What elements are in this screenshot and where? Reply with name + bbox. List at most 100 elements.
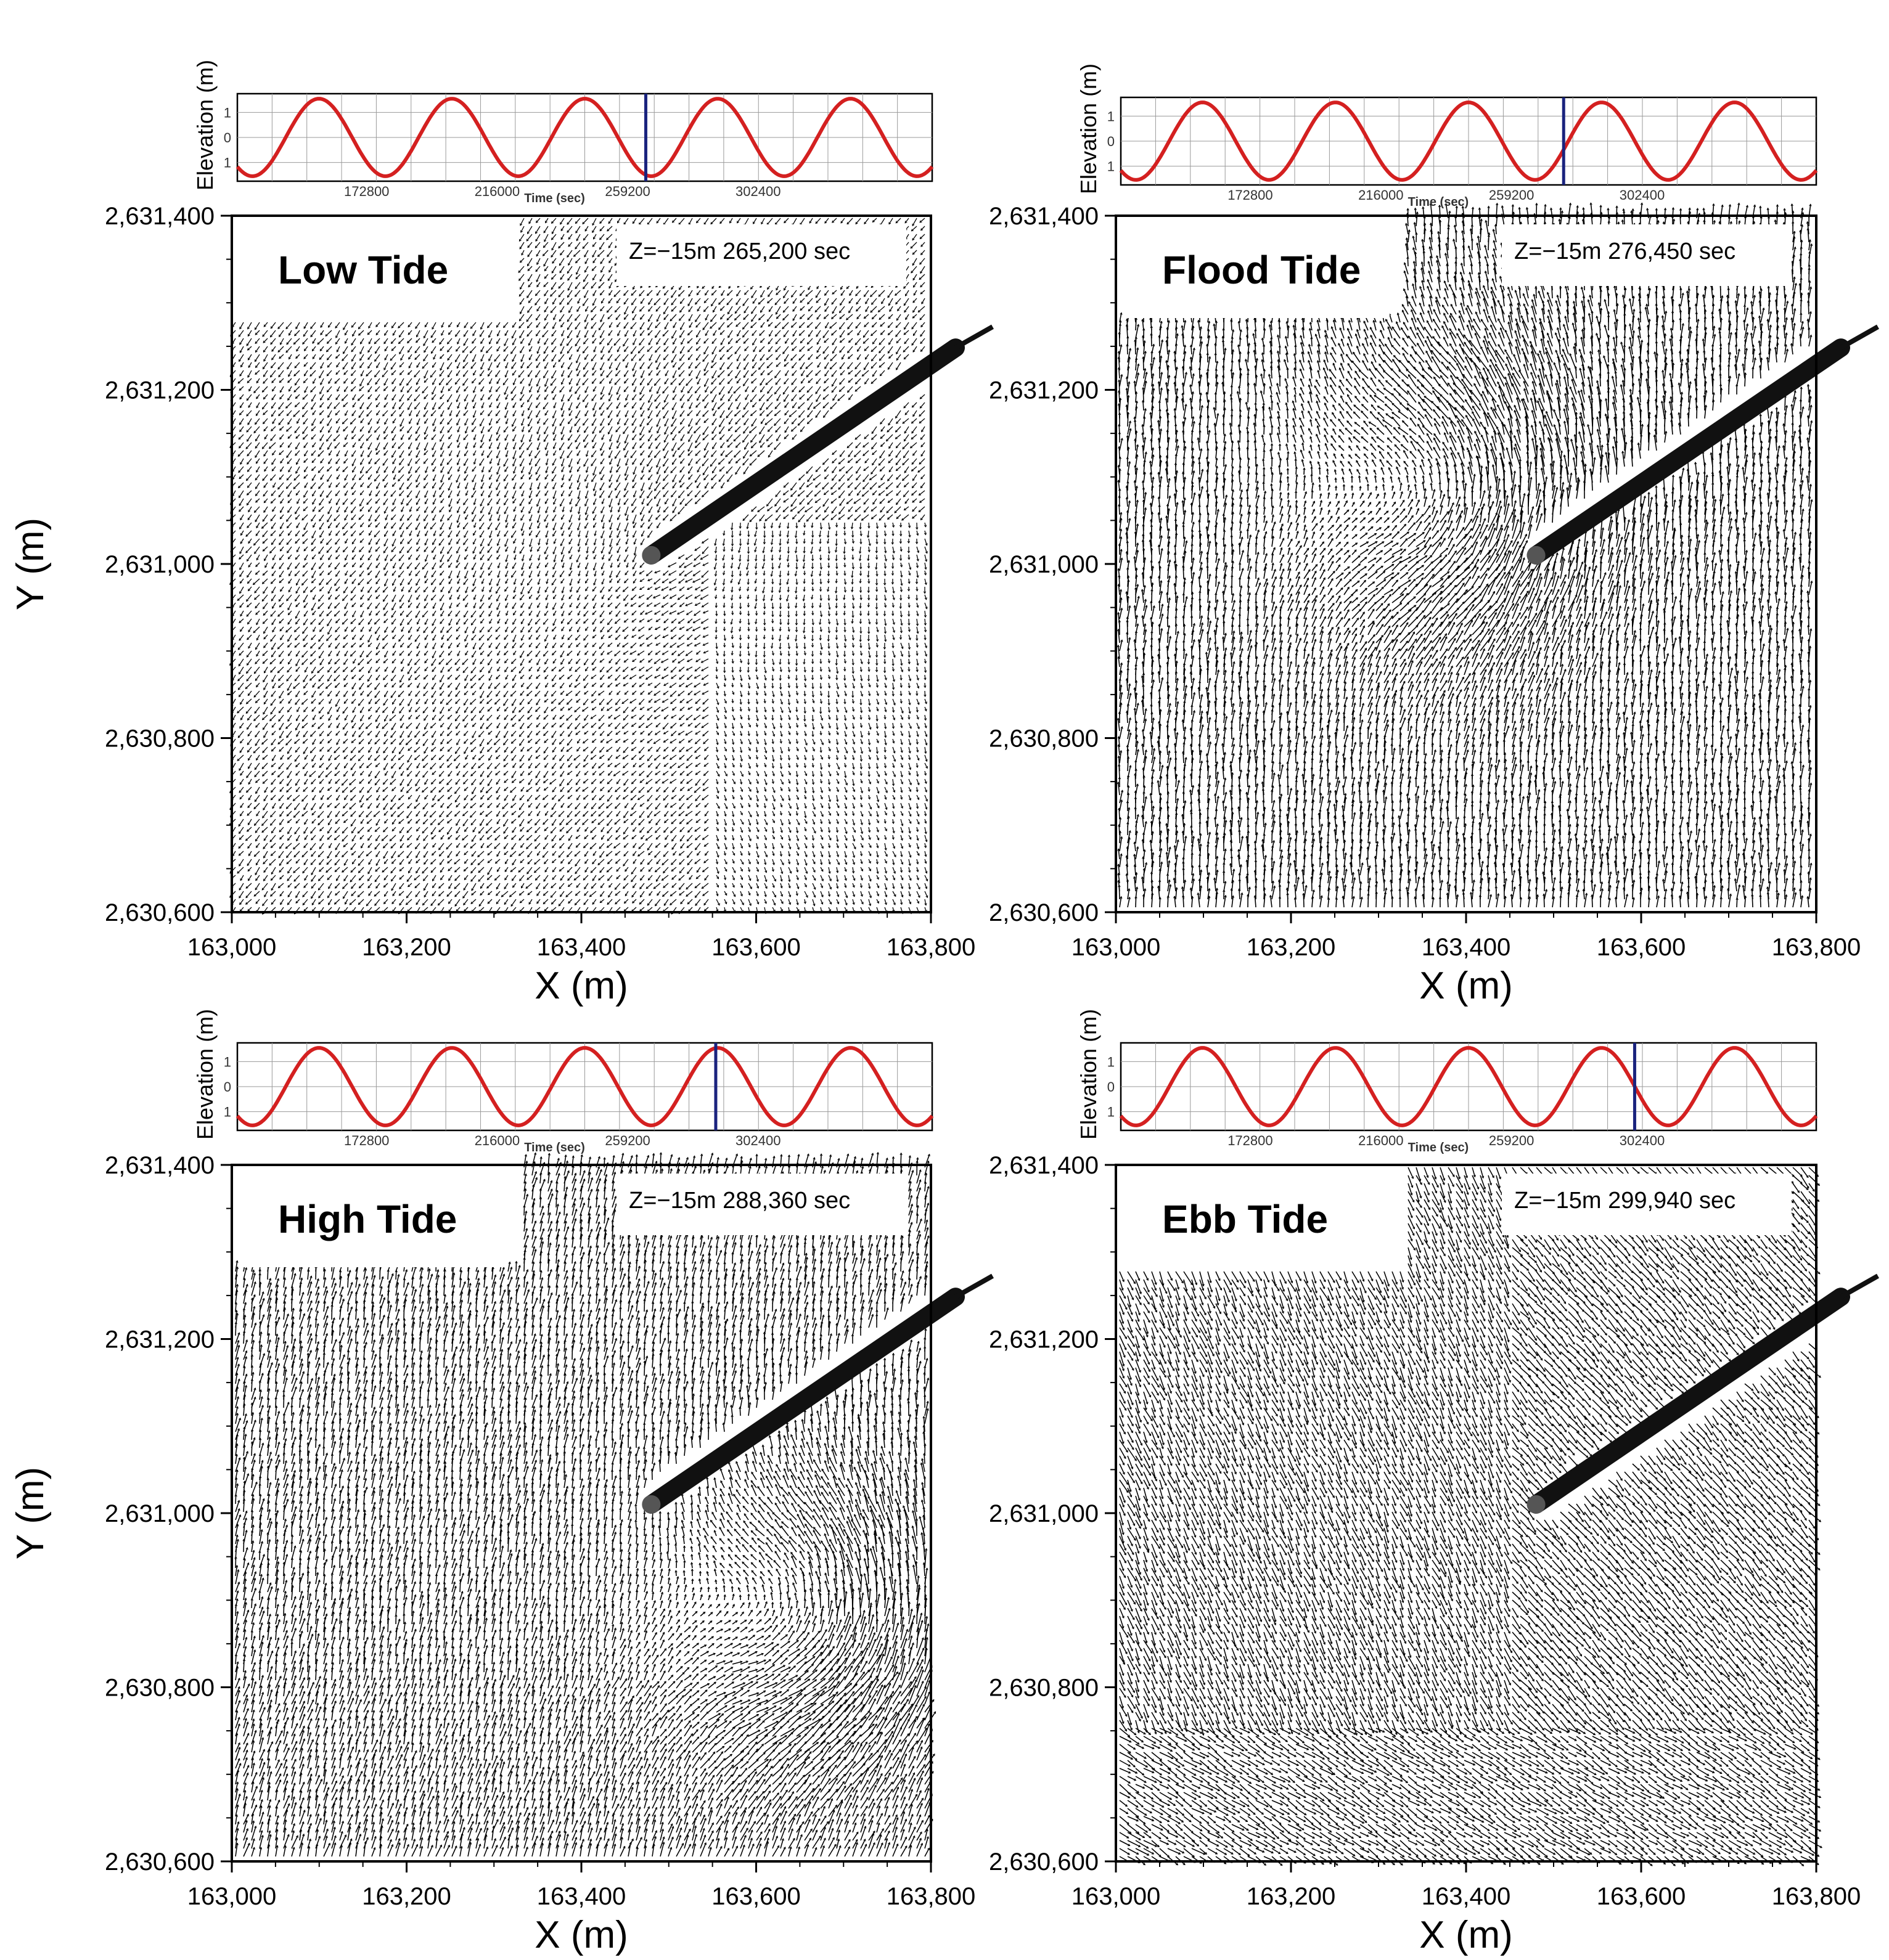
- vector-arrow: [255, 322, 260, 330]
- vector-arrow: [888, 290, 893, 298]
- vector-arrow: [792, 322, 797, 327]
- vector-arrow: [752, 306, 756, 314]
- vector-arrow: [527, 330, 532, 337]
- vector-arrow: [856, 218, 861, 224]
- vector-arrow: [727, 298, 732, 305]
- vector-arrow: [896, 322, 901, 328]
- vector-arrow: [761, 306, 765, 312]
- vector-arrow: [895, 290, 901, 295]
- vector-arrow: [520, 218, 524, 226]
- vector-arrow: [584, 274, 589, 282]
- vector-arrow: [664, 306, 669, 314]
- vector-arrow: [286, 322, 292, 329]
- vector-arrow: [840, 322, 845, 329]
- vector-arrow: [846, 314, 853, 320]
- vector-arrow: [856, 306, 861, 311]
- vector-arrow: [544, 234, 548, 242]
- vector-arrow: [840, 298, 845, 305]
- vector-arrow: [520, 242, 524, 249]
- vector-arrow: [518, 266, 524, 272]
- vector-arrow: [840, 314, 845, 319]
- vector-arrow: [598, 250, 605, 256]
- vector-arrow: [832, 306, 837, 314]
- vector-arrow: [559, 282, 564, 288]
- vector-arrow: [912, 218, 917, 226]
- vector-arrow: [912, 258, 917, 266]
- vector-arrow: [816, 290, 821, 298]
- vector-arrow: [775, 322, 781, 328]
- vector-arrow: [311, 322, 316, 329]
- vector-arrow: [695, 298, 700, 304]
- vector-arrow: [551, 306, 556, 312]
- vector-arrow: [775, 218, 781, 224]
- vector-arrow: [576, 274, 580, 279]
- vector-arrow: [575, 218, 580, 224]
- vector-arrow: [632, 298, 637, 305]
- vector-arrow: [576, 226, 580, 233]
- vector-arrow: [625, 306, 628, 314]
- vector-arrow: [872, 314, 877, 319]
- vector-arrow: [607, 250, 612, 256]
- vector-arrow: [727, 322, 732, 327]
- vector-arrow: [832, 314, 837, 319]
- vector-arrow: [575, 242, 580, 249]
- vector-arrow: [583, 234, 588, 240]
- vector-arrow: [535, 242, 540, 248]
- vector-arrow: [758, 298, 764, 304]
- vector-arrow: [671, 290, 676, 298]
- vector-arrow: [904, 306, 909, 312]
- vector-arrow: [696, 322, 700, 327]
- vector-arrow: [600, 274, 604, 281]
- vector-arrow: [583, 218, 588, 224]
- vector-arrow: [888, 298, 893, 306]
- vector-arrow: [544, 322, 548, 329]
- vector-arrow: [624, 298, 628, 304]
- vector-arrow: [520, 314, 525, 321]
- vector-arrow: [856, 322, 861, 329]
- vector-arrow: [551, 250, 556, 257]
- vector-arrow: [711, 298, 716, 306]
- vector-arrow: [583, 242, 588, 248]
- vector-arrow: [398, 322, 404, 328]
- vector-arrow: [920, 282, 925, 287]
- vector-arrow: [728, 330, 732, 338]
- vector-arrow: [591, 306, 597, 312]
- vector-arrow: [544, 282, 548, 287]
- vector-arrow: [567, 250, 572, 257]
- vector-arrow: [239, 330, 244, 337]
- vector-arrow: [528, 306, 532, 312]
- vector-arrow: [527, 314, 532, 322]
- vector-arrow: [799, 322, 805, 328]
- vector-arrow: [567, 226, 572, 232]
- vector-arrow: [816, 322, 821, 329]
- vector-arrow: [520, 298, 524, 304]
- vector-arrow: [697, 330, 700, 337]
- vector-arrow: [519, 322, 524, 328]
- vector-arrow: [560, 266, 564, 273]
- vector-arrow: [311, 330, 316, 337]
- vector-arrow: [856, 298, 861, 304]
- vector-arrow: [784, 218, 789, 223]
- vector-arrow: [784, 290, 789, 298]
- vector-arrow: [920, 258, 925, 264]
- vector-arrow: [480, 330, 485, 337]
- vector-arrow: [655, 322, 660, 328]
- vector-arrow: [552, 234, 557, 240]
- vector-arrow: [640, 306, 644, 311]
- vector-arrow: [919, 274, 925, 280]
- vector-arrow: [600, 242, 604, 250]
- vector-arrow: [559, 242, 564, 248]
- vector-arrow: [808, 298, 813, 304]
- vector-arrow: [711, 218, 716, 224]
- vector-arrow: [911, 226, 917, 231]
- vector-arrow: [552, 266, 556, 273]
- vector-arrow: [720, 218, 724, 224]
- vector-arrow: [672, 330, 676, 338]
- vector-arrow: [911, 242, 917, 248]
- vector-arrow: [815, 306, 821, 312]
- vector-arrow: [896, 314, 901, 321]
- vector-arrow: [896, 298, 901, 304]
- vector-arrow: [574, 250, 580, 256]
- vector-arrow: [583, 282, 588, 289]
- vector-arrow: [600, 330, 605, 338]
